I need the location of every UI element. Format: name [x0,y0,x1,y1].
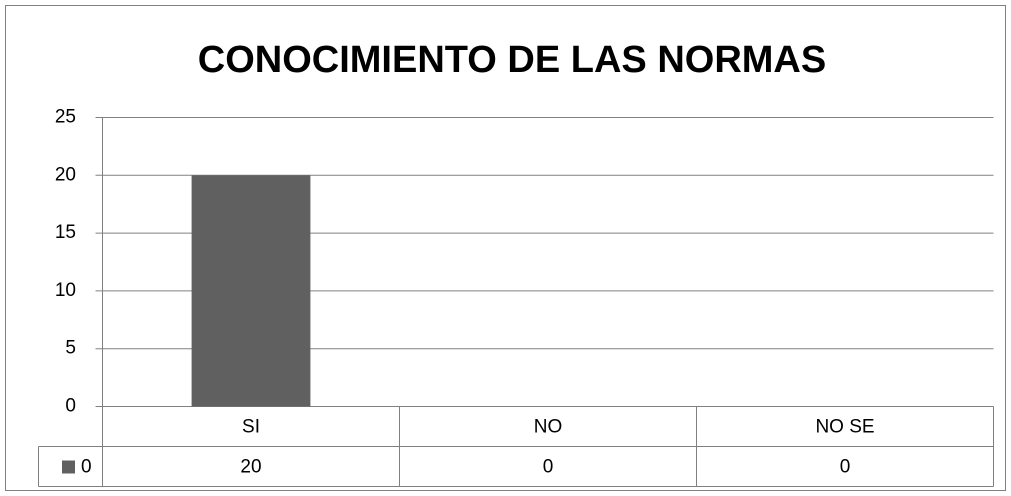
y-tick-label: 10 [55,280,76,301]
x-tick-label: SI [242,417,260,438]
table-value: 0 [543,457,554,478]
bar [191,175,311,407]
x-tick-label: NO SE [815,417,874,438]
y-tick-label: 5 [65,338,76,359]
y-tick-label: 0 [65,396,76,417]
legend-label: 0 [81,457,92,478]
y-tick-label: 20 [55,164,76,185]
legend-key [62,460,75,474]
chart-border [5,5,1006,491]
y-tick-label: 15 [55,222,76,243]
table-value: 20 [240,457,261,478]
y-tick-label: 25 [55,107,76,128]
table-value: 0 [840,457,851,478]
chart-title: CONOCIMIENTO DE LAS NORMAS [198,39,826,81]
x-tick-label: NO [534,417,563,438]
